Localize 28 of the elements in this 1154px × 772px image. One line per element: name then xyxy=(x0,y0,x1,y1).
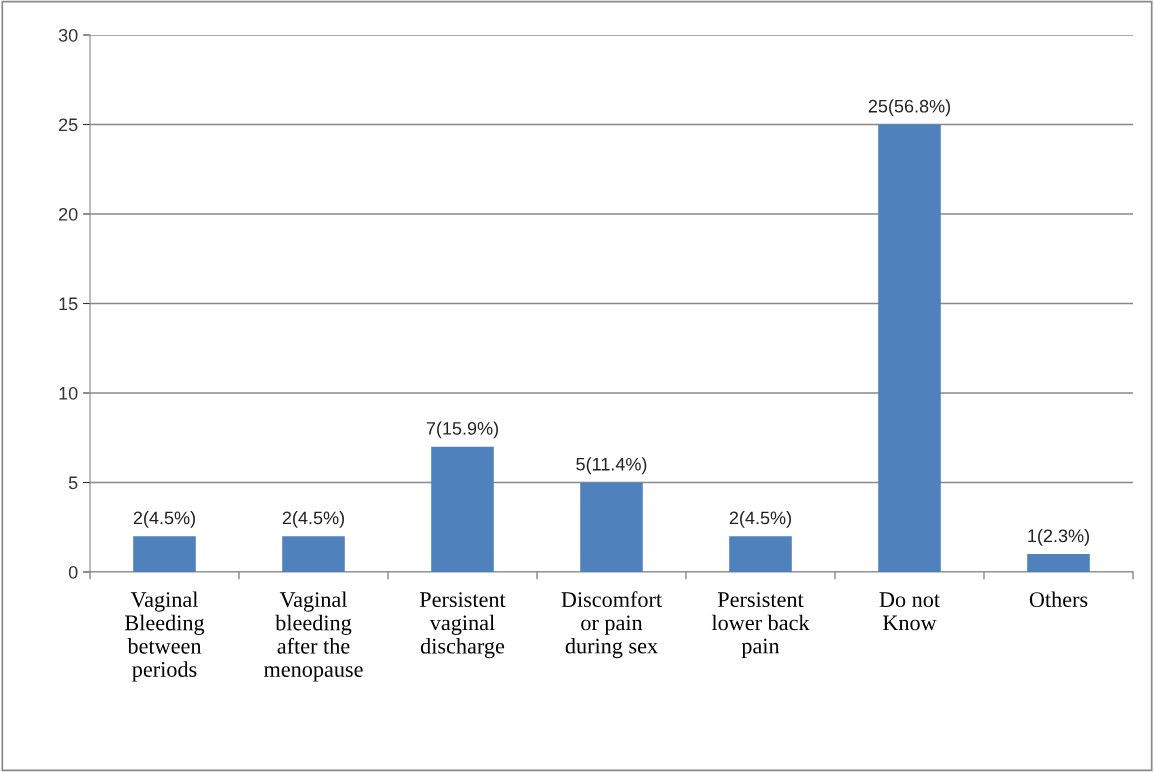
bar xyxy=(431,446,494,572)
data-label: 7(15.9%) xyxy=(426,421,499,439)
bar xyxy=(133,536,196,572)
x-tick-label: Discomfort or pain during sex xyxy=(561,591,662,659)
x-tick-label: Persistent lower back pain xyxy=(711,592,810,659)
x-tick-label: Vaginal Bleeding between periods xyxy=(125,591,205,682)
y-tick-label: 0 xyxy=(68,565,78,579)
data-label: 2(4.5%) xyxy=(282,511,344,528)
data-label: 2(4.5%) xyxy=(729,511,791,528)
y-tick-label: 10 xyxy=(59,386,78,400)
bar xyxy=(282,536,345,572)
y-tick-label: 25 xyxy=(59,118,78,132)
y-tick-label: 15 xyxy=(59,297,78,311)
data-label: 5(11.4%) xyxy=(576,457,647,475)
x-tick-label: Persistent vaginal discharge xyxy=(419,592,506,659)
y-tick-label: 5 xyxy=(68,476,78,490)
data-label: 2(4.5%) xyxy=(133,511,195,528)
bar xyxy=(729,536,792,572)
data-label: 25(56.8%) xyxy=(868,99,951,117)
y-tick-label: 30 xyxy=(58,28,78,42)
bar xyxy=(878,124,941,572)
bar xyxy=(1027,554,1090,572)
x-tick-label: Do not Know xyxy=(879,592,940,631)
x-tick-label: Vaginal bleeding after the menopause xyxy=(263,591,363,682)
y-tick-label: 20 xyxy=(59,207,78,221)
data-label: 1(2.3%) xyxy=(1028,528,1089,546)
x-tick-label: Others xyxy=(1029,591,1088,608)
bar xyxy=(580,482,643,572)
